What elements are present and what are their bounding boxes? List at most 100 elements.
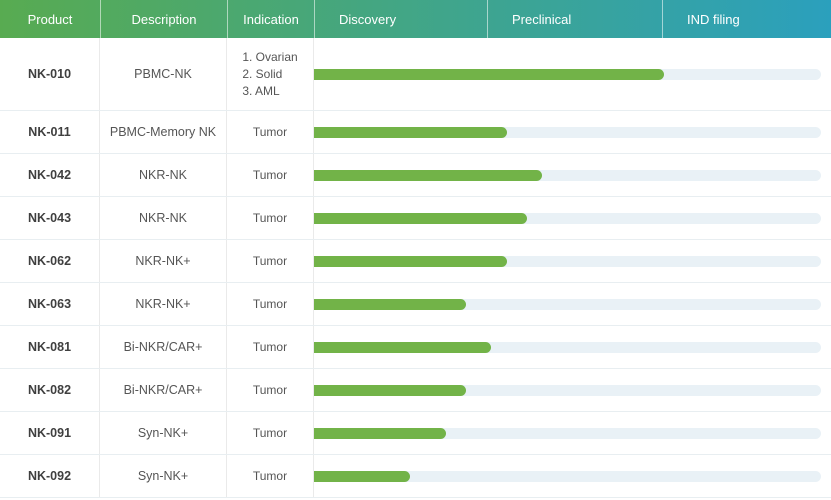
progress-cell <box>314 369 831 411</box>
pipeline-rows: NK-010 PBMC-NK 1. Ovarian 2. Solid 3. AML … <box>0 38 831 498</box>
indication-label: 1. Ovarian 2. Solid 3. AML <box>242 49 297 100</box>
table-row: NK-042 NKR-NK Tumor <box>0 154 831 197</box>
header-preclinical: Preclinical <box>487 0 662 38</box>
indication-line: Tumor <box>252 296 288 311</box>
description-cell: NKR-NK+ <box>100 283 227 325</box>
description-cell: Syn-NK+ <box>100 455 227 497</box>
indication-cell: Tumor <box>227 111 314 153</box>
description-label: NKR-NK <box>139 168 187 182</box>
product-cell: NK-092 <box>0 455 100 497</box>
indication-line: Tumor <box>252 124 288 139</box>
indication-label: Tumor <box>253 124 287 141</box>
indication-cell: Tumor <box>227 326 314 368</box>
product-cell: NK-043 <box>0 197 100 239</box>
progress-fill <box>314 68 664 80</box>
indication-label: Tumor <box>253 382 287 399</box>
table-row: NK-043 NKR-NK Tumor <box>0 197 831 240</box>
table-row: NK-010 PBMC-NK 1. Ovarian 2. Solid 3. AML <box>0 38 831 111</box>
indication-label: Tumor <box>253 339 287 356</box>
header-ind-filing: IND filing <box>662 0 831 38</box>
progress-cell <box>314 455 831 497</box>
header-description: Description <box>100 0 227 38</box>
progress-fill <box>314 427 446 439</box>
header-discovery: Discovery <box>314 0 487 38</box>
table-row: NK-092 Syn-NK+ Tumor <box>0 455 831 498</box>
indication-line: 3. AML <box>242 83 280 98</box>
description-label: NKR-NK <box>139 211 187 225</box>
progress-track <box>314 298 821 310</box>
progress-track <box>314 169 821 181</box>
table-row: NK-011 PBMC-Memory NK Tumor <box>0 111 831 154</box>
indication-line: Tumor <box>252 253 288 268</box>
indication-cell: Tumor <box>227 412 314 454</box>
description-label: PBMC-Memory NK <box>109 125 217 139</box>
description-cell: Syn-NK+ <box>100 412 227 454</box>
indication-cell: Tumor <box>227 283 314 325</box>
product-label: NK-082 <box>27 383 72 397</box>
product-cell: NK-010 <box>0 38 100 110</box>
indication-line: Tumor <box>252 210 288 225</box>
progress-fill <box>314 341 492 353</box>
progress-track <box>314 68 821 80</box>
progress-fill <box>314 212 527 224</box>
indication-line: Tumor <box>252 167 288 182</box>
product-label: NK-011 <box>28 125 71 139</box>
progress-cell <box>314 240 831 282</box>
progress-fill <box>314 169 543 181</box>
progress-track <box>314 427 821 439</box>
pipeline-header: Product Description Indication Discovery… <box>0 0 831 38</box>
description-cell: PBMC-Memory NK <box>100 111 227 153</box>
description-label: Bi-NKR/CAR+ <box>123 340 203 354</box>
indication-line: Tumor <box>252 382 288 397</box>
progress-track <box>314 126 821 138</box>
description-cell: Bi-NKR/CAR+ <box>100 369 227 411</box>
description-cell: NKR-NK <box>100 154 227 196</box>
description-label: Bi-NKR/CAR+ <box>123 383 203 397</box>
indication-label: Tumor <box>253 468 287 485</box>
table-row: NK-091 Syn-NK+ Tumor <box>0 412 831 455</box>
indication-cell: Tumor <box>227 154 314 196</box>
progress-track <box>314 470 821 482</box>
progress-cell <box>314 38 831 110</box>
product-cell: NK-091 <box>0 412 100 454</box>
description-cell: PBMC-NK <box>100 38 227 110</box>
product-cell: NK-042 <box>0 154 100 196</box>
indication-cell: Tumor <box>227 369 314 411</box>
description-label: Syn-NK+ <box>137 426 189 440</box>
progress-track <box>314 384 821 396</box>
indication-label: Tumor <box>253 253 287 270</box>
indication-line: 1. Ovarian <box>242 49 298 64</box>
description-label: NKR-NK+ <box>135 254 191 268</box>
indication-cell: 1. Ovarian 2. Solid 3. AML <box>227 38 314 110</box>
product-label: NK-062 <box>27 254 72 268</box>
progress-fill <box>314 384 467 396</box>
description-cell: NKR-NK+ <box>100 240 227 282</box>
product-cell: NK-011 <box>0 111 100 153</box>
progress-fill <box>314 298 467 310</box>
indication-line: Tumor <box>252 425 288 440</box>
description-label: NKR-NK+ <box>135 297 191 311</box>
product-label: NK-042 <box>27 168 72 182</box>
progress-track <box>314 212 821 224</box>
progress-cell <box>314 111 831 153</box>
product-label: NK-063 <box>27 297 72 311</box>
product-cell: NK-081 <box>0 326 100 368</box>
progress-track <box>314 341 821 353</box>
product-label: NK-091 <box>27 426 72 440</box>
progress-fill <box>314 470 411 482</box>
indication-cell: Tumor <box>227 240 314 282</box>
product-label: NK-092 <box>27 469 72 483</box>
table-row: NK-063 NKR-NK+ Tumor <box>0 283 831 326</box>
product-cell: NK-063 <box>0 283 100 325</box>
product-cell: NK-062 <box>0 240 100 282</box>
table-row: NK-062 NKR-NK+ Tumor <box>0 240 831 283</box>
progress-fill <box>314 255 507 267</box>
indication-line: Tumor <box>252 339 288 354</box>
product-label: NK-043 <box>27 211 72 225</box>
indication-label: Tumor <box>253 296 287 313</box>
indication-cell: Tumor <box>227 197 314 239</box>
progress-fill <box>314 126 507 138</box>
description-label: PBMC-NK <box>134 67 192 81</box>
indication-label: Tumor <box>253 425 287 442</box>
